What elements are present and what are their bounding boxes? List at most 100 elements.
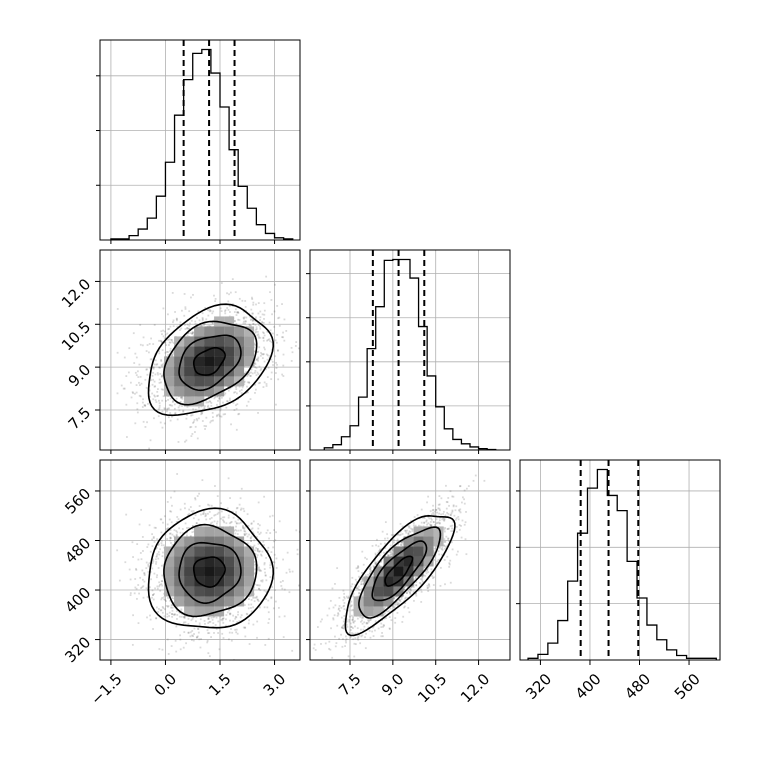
scatter-point — [254, 317, 257, 320]
scatter-point — [133, 362, 136, 364]
scatter-point — [245, 310, 248, 312]
scatter-point — [120, 384, 123, 387]
scatter-point — [196, 437, 199, 440]
scatter-point — [233, 529, 236, 532]
scatter-point — [189, 631, 192, 634]
scatter-point — [216, 522, 218, 525]
scatter-point — [146, 368, 148, 371]
scatter-point — [202, 324, 205, 326]
scatter-point — [250, 610, 253, 613]
scatter-point — [282, 375, 285, 377]
scatter-point — [191, 527, 194, 530]
scatter-point — [244, 306, 247, 308]
scatter-point — [177, 518, 180, 521]
scatter-point — [207, 395, 210, 398]
scatter-point — [442, 544, 445, 547]
scatter-point — [243, 317, 245, 320]
scatter-point — [167, 605, 169, 608]
scatter-point — [276, 363, 278, 366]
scatter-point — [190, 510, 193, 513]
scatter-point — [159, 421, 162, 424]
scatter-point — [156, 395, 159, 398]
scatter-point — [164, 533, 167, 536]
scatter-point — [156, 538, 159, 541]
density-cell — [174, 576, 185, 587]
scatter-point — [263, 381, 266, 384]
scatter-point — [171, 353, 174, 356]
scatter-point — [142, 596, 145, 599]
scatter-point — [168, 615, 171, 617]
scatter-point — [203, 322, 206, 325]
scatter-point — [302, 356, 304, 358]
scatter-point — [154, 373, 157, 376]
scatter-point — [149, 367, 152, 369]
scatter-point — [263, 544, 266, 546]
density-cell — [224, 536, 235, 547]
scatter-point — [245, 525, 247, 528]
scatter-point — [239, 497, 242, 500]
scatter-point — [261, 579, 264, 582]
scatter-point — [244, 530, 247, 533]
scatter-point — [136, 408, 139, 411]
scatter-point — [135, 356, 138, 359]
scatter-point — [139, 576, 142, 579]
scatter-point — [235, 616, 238, 619]
scatter-point — [233, 320, 236, 323]
scatter-point — [251, 365, 254, 368]
scatter-point — [164, 333, 167, 336]
density-cell — [184, 386, 195, 397]
scatter-point — [229, 311, 231, 313]
scatter-point — [179, 321, 182, 324]
scatter-point — [277, 349, 279, 352]
scatter-point — [177, 441, 180, 443]
scatter-point — [211, 411, 214, 414]
scatter-point — [259, 310, 262, 313]
scatter-point — [257, 336, 260, 339]
scatter-point — [160, 330, 163, 333]
scatter-point — [145, 567, 148, 570]
scatter-point — [390, 619, 393, 622]
scatter-point — [182, 532, 184, 535]
scatter-point — [237, 311, 239, 314]
scatter-point — [171, 603, 174, 606]
scatter-point — [256, 334, 259, 337]
density-cell — [204, 536, 215, 547]
scatter-point — [256, 371, 259, 374]
scatter-point — [260, 579, 262, 582]
scatter-point — [173, 407, 176, 410]
density-cell — [184, 376, 195, 387]
scatter-point — [176, 531, 179, 534]
scatter-point — [252, 323, 255, 326]
scatter-point — [160, 531, 163, 534]
scatter-point — [438, 545, 441, 548]
scatter-point — [151, 383, 154, 386]
scatter-point — [244, 322, 247, 325]
scatter-point — [216, 403, 218, 406]
scatter-point — [458, 509, 460, 512]
scatter-point — [290, 346, 293, 349]
density-cell — [224, 376, 235, 387]
scatter-point — [142, 398, 144, 401]
scatter-point — [167, 338, 169, 341]
scatter-point — [153, 526, 156, 529]
scatter-point — [167, 313, 169, 316]
scatter-point — [149, 550, 152, 553]
scatter-point — [200, 325, 203, 327]
scatter-point — [156, 587, 159, 590]
scatter-point — [412, 528, 415, 531]
scatter-point — [253, 600, 256, 603]
scatter-point — [203, 425, 206, 427]
scatter-point — [380, 622, 383, 625]
scatter-point — [155, 547, 158, 549]
scatter-point — [268, 618, 271, 621]
scatter-point — [192, 420, 195, 423]
scatter-point — [175, 533, 178, 536]
scatter-point — [392, 538, 395, 541]
scatter-point — [257, 569, 260, 571]
scatter-point — [265, 275, 268, 278]
scatter-point — [261, 550, 264, 553]
scatter-point — [253, 343, 256, 346]
scatter-point — [167, 605, 170, 607]
scatter-point — [190, 414, 192, 417]
scatter-point — [189, 322, 191, 325]
